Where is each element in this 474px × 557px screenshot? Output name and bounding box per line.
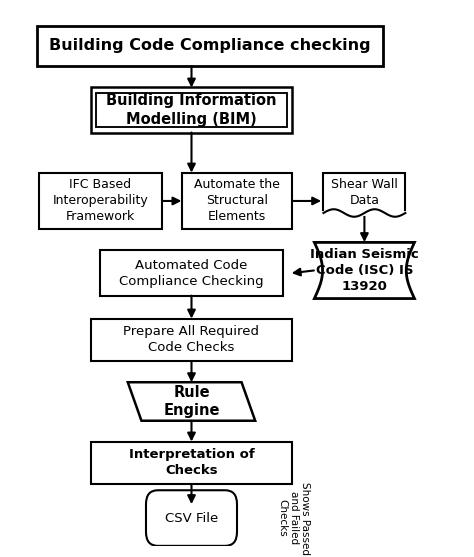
Text: IFC Based
Interoperability
Framework: IFC Based Interoperability Framework: [53, 178, 148, 223]
FancyBboxPatch shape: [91, 87, 292, 133]
FancyBboxPatch shape: [91, 319, 292, 361]
Text: Building Information
Modelling (BIM): Building Information Modelling (BIM): [106, 93, 277, 127]
Text: Shear Wall
Data: Shear Wall Data: [331, 178, 398, 207]
Text: Automate the
Structural
Elements: Automate the Structural Elements: [194, 178, 280, 223]
FancyBboxPatch shape: [323, 173, 405, 213]
Text: Automated Code
Compliance Checking: Automated Code Compliance Checking: [119, 258, 264, 287]
Text: Indian Seismic
Code (ISC) IS
13920: Indian Seismic Code (ISC) IS 13920: [310, 248, 419, 293]
Text: Building Code Compliance checking: Building Code Compliance checking: [49, 38, 371, 53]
Polygon shape: [128, 382, 255, 421]
Text: Rule
Engine: Rule Engine: [163, 385, 220, 418]
FancyBboxPatch shape: [39, 173, 162, 229]
Text: CSV File: CSV File: [165, 511, 218, 525]
Text: Prepare All Required
Code Checks: Prepare All Required Code Checks: [124, 325, 259, 354]
FancyBboxPatch shape: [100, 251, 283, 296]
FancyBboxPatch shape: [91, 442, 292, 485]
Text: Interpretation of
Checks: Interpretation of Checks: [128, 448, 255, 477]
FancyBboxPatch shape: [96, 92, 287, 128]
Text: Shows Passed
and Failed
Checks: Shows Passed and Failed Checks: [277, 482, 310, 555]
FancyBboxPatch shape: [182, 173, 292, 229]
FancyBboxPatch shape: [146, 490, 237, 546]
FancyBboxPatch shape: [37, 26, 383, 66]
Polygon shape: [314, 242, 414, 299]
